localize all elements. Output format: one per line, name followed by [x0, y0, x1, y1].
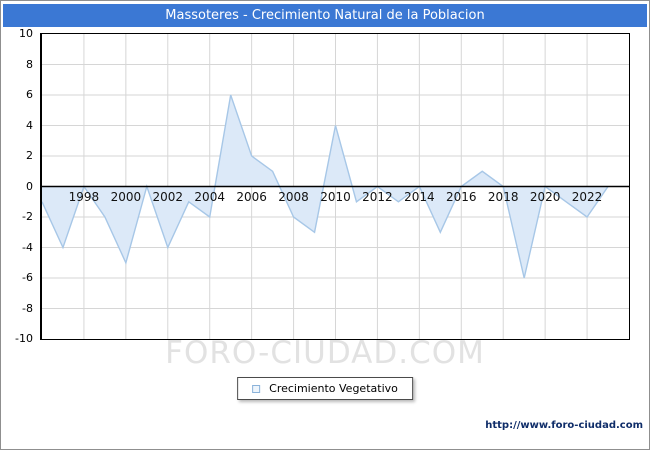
x-tick-label: 2022	[571, 190, 603, 204]
watermark-text: FORO-CIUDAD.COM	[165, 335, 485, 371]
x-tick-label: 2018	[487, 190, 519, 204]
x-tick-label: 2020	[529, 190, 561, 204]
x-tick-label: 2000	[110, 190, 142, 204]
x-tick-label: 2002	[152, 190, 184, 204]
area-chart-canvas	[42, 34, 629, 339]
y-tick-label: -8	[22, 301, 33, 315]
y-tick-label: 4	[26, 118, 33, 132]
footer-url-link[interactable]: http://www.foro-ciudad.com	[485, 420, 643, 431]
y-tick-label: 8	[26, 57, 33, 71]
plot-area: 1998 2000 2002 2004 2006 2008 2010 2012 2014 2016…	[40, 33, 630, 340]
y-tick-label: 2	[26, 149, 33, 162]
x-tick-label: 2010	[320, 190, 351, 204]
y-tick-label: 0	[26, 179, 33, 193]
series-line	[42, 94, 609, 279]
y-tick-label: -2	[22, 210, 33, 223]
y-tick-label: 10	[19, 27, 33, 40]
chart-title: Massoteres - Crecimiento Natural de la P…	[3, 4, 647, 27]
y-tick-label: 6	[26, 88, 33, 101]
x-tick-label: 2014	[404, 190, 435, 204]
y-tick-label: -4	[22, 240, 33, 254]
y-axis-labels: 10 8 6 4 2 0 -2 -4 -6 -8 -10	[1, 27, 36, 345]
x-tick-label: 1998	[68, 190, 100, 204]
legend-label: Crecimiento Vegetativo	[269, 382, 398, 395]
series-marker-icon	[252, 384, 261, 393]
x-tick-label: 2008	[278, 190, 309, 204]
x-tick-label: 2016	[446, 190, 477, 204]
x-tick-label: 2004	[194, 190, 225, 204]
y-tick-label: -10	[15, 332, 33, 345]
y-tick-label: -6	[22, 271, 33, 284]
legend-box: Crecimiento Vegetativo	[237, 377, 413, 400]
x-tick-label: 2012	[362, 190, 393, 204]
x-tick-label: 2006	[236, 190, 267, 204]
